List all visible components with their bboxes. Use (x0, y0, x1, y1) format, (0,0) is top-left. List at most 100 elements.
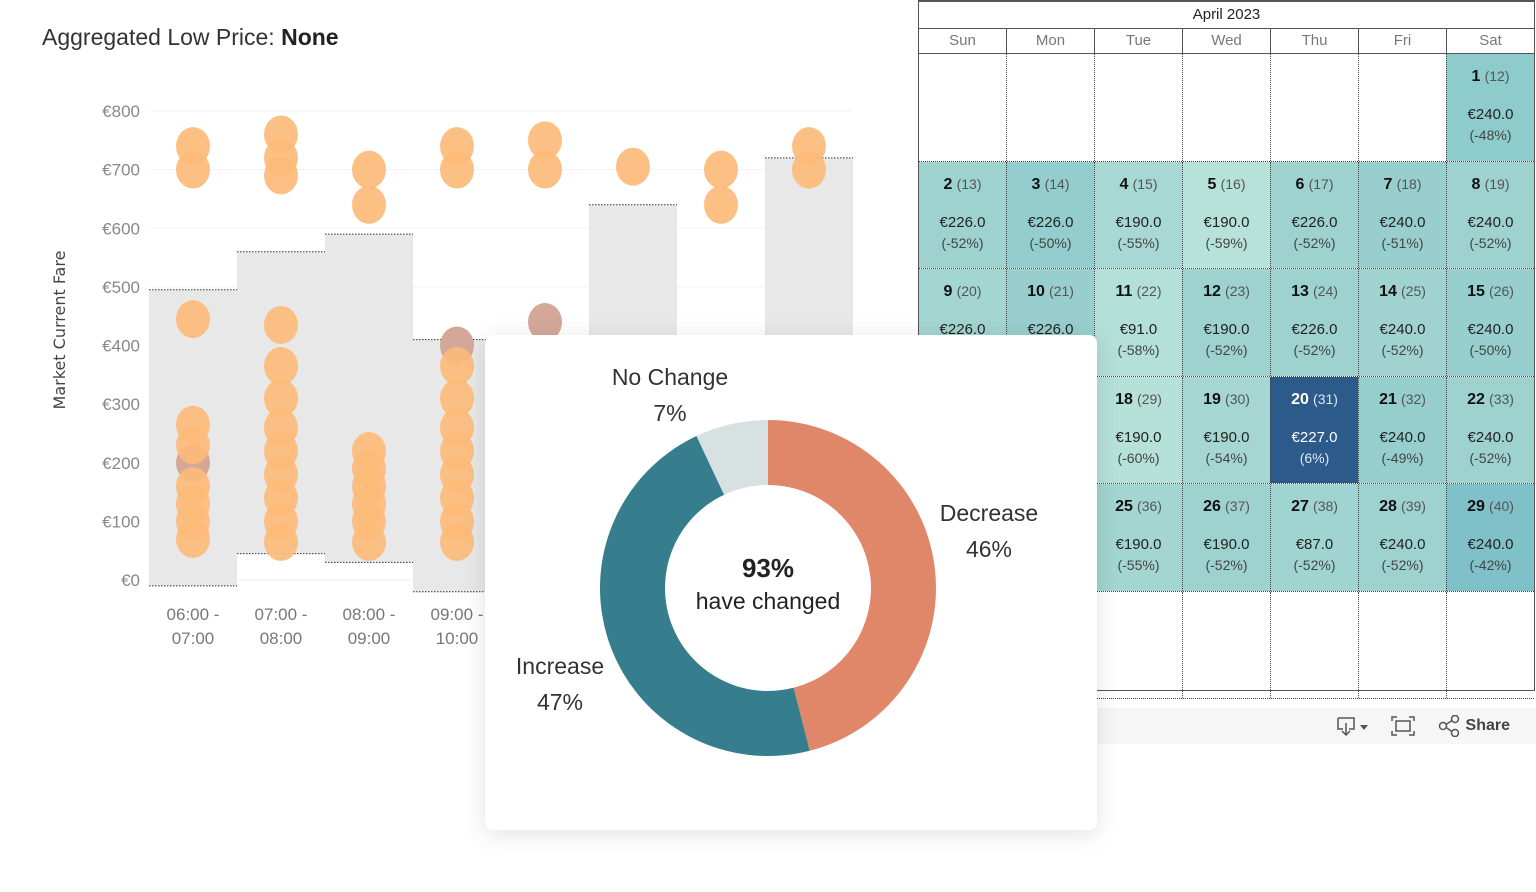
weekday-fri: Fri (1358, 29, 1446, 53)
day-change: (-55%) (1117, 234, 1160, 251)
calendar-day-11[interactable]: 11 (22) €91.0 (-58%) (1094, 269, 1182, 376)
data-point[interactable] (440, 347, 474, 386)
data-point[interactable] (440, 522, 474, 561)
calendar-empty-cell (919, 54, 1006, 161)
x-tick-label: 08:00 (260, 629, 303, 648)
day-label: 22 (33) (1467, 390, 1514, 408)
data-point[interactable] (352, 185, 386, 224)
day-price: €226.0 (1291, 321, 1338, 338)
data-point-highlight[interactable] (528, 303, 562, 342)
day-change: (-49%) (1381, 449, 1424, 466)
data-point[interactable] (176, 150, 210, 189)
data-point[interactable] (176, 300, 210, 339)
data-point[interactable] (176, 519, 210, 558)
y-tick-label: €600 (102, 219, 140, 238)
data-point[interactable] (704, 150, 738, 189)
x-tick-label: 10:00 (436, 629, 479, 648)
donut-segment-no-change[interactable] (696, 420, 768, 495)
day-label: 28 (39) (1379, 498, 1426, 515)
donut-segment-decrease[interactable] (768, 420, 937, 751)
calendar-day-19[interactable]: 19 (30) €190.0 (-54%) (1182, 376, 1270, 483)
data-point[interactable] (440, 150, 474, 189)
donut-segment-increase[interactable] (599, 435, 810, 757)
calendar-day-13[interactable]: 13 (24) €226.0 (-52%) (1270, 269, 1358, 376)
fullscreen-button[interactable] (1390, 715, 1416, 737)
day-label: 2 (13) (943, 175, 982, 193)
x-tick-label: 09:00 - (431, 605, 484, 624)
data-point[interactable] (792, 150, 826, 189)
day-change: (-52%) (1469, 449, 1512, 466)
calendar-day-29[interactable]: 29 (40) €240.0 (-42%) (1446, 484, 1534, 591)
share-button[interactable]: Share (1438, 715, 1510, 737)
data-point[interactable] (352, 150, 386, 189)
calendar-day-14[interactable]: 14 (25) €240.0 (-52%) (1358, 269, 1446, 376)
calendar-day-1[interactable]: 1 (12) €240.0 (-48%) (1446, 54, 1534, 161)
calendar-day-20[interactable]: 20 (31) €227.0 (6%) (1270, 376, 1358, 483)
calendar-day-27[interactable]: 27 (38) €87.0 (-52%) (1270, 484, 1358, 591)
day-change: (-52%) (1205, 342, 1248, 358)
data-point[interactable] (352, 522, 386, 561)
share-icon (1438, 715, 1459, 737)
calendar-day-12[interactable]: 12 (23) €190.0 (-52%) (1182, 269, 1270, 376)
day-change: (-55%) (1117, 557, 1160, 573)
calendar-week: 2 (13) €226.0 (-52%) 3 (14) €226.0 (-50%) 4 (1… (919, 161, 1534, 269)
calendar-day-26[interactable]: 26 (37) €190.0 (-52%) (1182, 484, 1270, 591)
calendar-day-6[interactable]: 6 (17) €226.0 (-52%) (1270, 161, 1358, 268)
day-price: €240.0 (1379, 428, 1426, 446)
weekday-sat: Sat (1446, 29, 1534, 53)
no-change-label: No Change 7% (611, 364, 729, 426)
data-point[interactable] (264, 305, 298, 344)
calendar-day-2[interactable]: 2 (13) €226.0 (-52%) (919, 161, 1006, 268)
weekday-thu: Thu (1270, 29, 1358, 53)
calendar-day-7[interactable]: 7 (18) €240.0 (-51%) (1358, 161, 1446, 268)
calendar-week: 18 (29) €190.0 (-60%) 19 (30) €190.0 (-54%) 20… (919, 376, 1534, 484)
day-change: (-52%) (1381, 557, 1424, 573)
calendar-day-4[interactable]: 4 (15) €190.0 (-55%) (1094, 161, 1182, 268)
day-label: 1 (12) (1471, 68, 1510, 85)
day-change: (6%) (1299, 449, 1330, 466)
data-point[interactable] (440, 379, 474, 418)
x-tick-label: 07:00 (172, 629, 215, 648)
calendar-day-25[interactable]: 25 (36) €190.0 (-55%) (1094, 484, 1182, 591)
day-label: 27 (38) (1291, 498, 1338, 515)
calendar-empty-cell (1270, 54, 1358, 161)
calendar-day-8[interactable]: 8 (19) €240.0 (-52%) (1446, 161, 1534, 268)
calendar-day-28[interactable]: 28 (39) €240.0 (-52%) (1358, 484, 1446, 591)
calendar-day-3[interactable]: 3 (14) €226.0 (-50%) (1006, 161, 1094, 268)
day-label: 4 (15) (1119, 175, 1158, 193)
day-change: (-52%) (1205, 557, 1248, 573)
day-label: 15 (26) (1467, 283, 1514, 300)
day-change: (-52%) (1293, 234, 1336, 251)
calendar-week: 9 (20) €226.0 10 (21) €226.0 11 (22) €91.0 (-5… (919, 269, 1534, 377)
data-point[interactable] (264, 347, 298, 386)
y-axis-label: Market Current Fare (50, 251, 69, 410)
day-price: €227.0 (1291, 428, 1338, 446)
x-tick-label: 06:00 - (167, 605, 220, 624)
day-label: 13 (24) (1291, 283, 1338, 300)
download-button[interactable] (1334, 715, 1368, 737)
data-point[interactable] (616, 147, 650, 186)
day-price: €240.0 (1467, 106, 1514, 123)
calendar-day-15[interactable]: 15 (26) €240.0 (-50%) (1446, 269, 1534, 376)
y-tick-label: €0 (121, 571, 140, 590)
day-change: (-42%) (1469, 557, 1512, 573)
day-label: 8 (19) (1471, 175, 1510, 193)
calendar-day-5[interactable]: 5 (16) €190.0 (-59%) (1182, 161, 1270, 268)
data-point[interactable] (704, 185, 738, 224)
data-point[interactable] (176, 426, 210, 465)
calendar-empty-cell (1094, 54, 1182, 161)
data-point[interactable] (264, 379, 298, 418)
calendar-day-21[interactable]: 21 (32) €240.0 (-49%) (1358, 376, 1446, 483)
day-label: 19 (30) (1203, 390, 1250, 408)
calendar-day-22[interactable]: 22 (33) €240.0 (-52%) (1446, 376, 1534, 483)
day-label: 7 (18) (1383, 175, 1422, 193)
data-point[interactable] (528, 150, 562, 189)
calendar-day-18[interactable]: 18 (29) €190.0 (-60%) (1094, 376, 1182, 483)
data-point[interactable] (264, 156, 298, 195)
x-tick-label: 07:00 - (255, 605, 308, 624)
x-tick-label: 08:00 - (343, 605, 396, 624)
data-point[interactable] (528, 121, 562, 160)
calendar-empty-cell (1006, 54, 1094, 161)
data-point[interactable] (264, 522, 298, 561)
day-change: (-52%) (1293, 342, 1336, 358)
